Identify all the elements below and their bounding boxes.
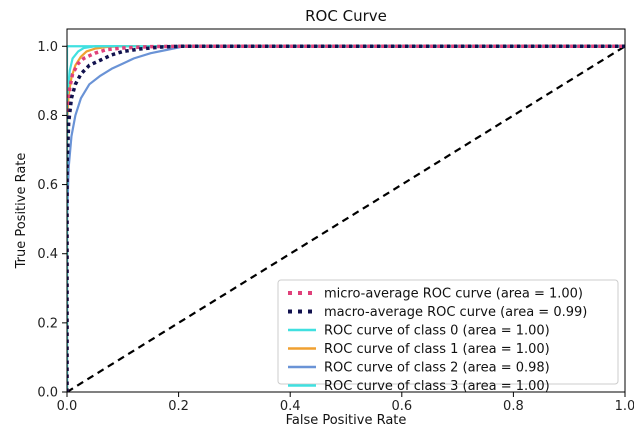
y-axis: 0.0 0.2 0.4 0.6 0.8 1.0 — [37, 40, 67, 401]
y-tick-label: 0.2 — [37, 316, 58, 331]
x-tick-label: 0.2 — [168, 399, 189, 414]
legend-label-0: micro-average ROC curve (area = 1.00) — [324, 287, 583, 302]
legend-label-3: ROC curve of class 1 (area = 1.00) — [324, 342, 550, 357]
y-tick-label: 1.0 — [37, 40, 58, 55]
y-tick-label: 0.8 — [37, 109, 58, 124]
legend-label-4: ROC curve of class 2 (area = 0.98) — [324, 361, 550, 376]
legend-label-1: macro-average ROC curve (area = 0.99) — [324, 305, 587, 320]
x-tick-label: 0.0 — [57, 399, 78, 414]
chance-reference-line — [67, 45, 625, 392]
x-tick-label: 1.0 — [615, 399, 634, 414]
y-tick-label: 0.6 — [37, 178, 58, 193]
x-tick-label: 0.6 — [391, 399, 412, 414]
chart-title: ROC Curve — [305, 7, 387, 25]
roc-series-line-4 — [67, 45, 625, 392]
plot-frame — [66, 28, 626, 393]
roc-series-line-1 — [67, 44, 625, 392]
x-axis-title: False Positive Rate — [286, 413, 407, 428]
legend: micro-average ROC curve (area = 1.00) mac… — [277, 279, 619, 394]
y-tick-label: 0.4 — [37, 247, 58, 262]
legend-label-2: ROC curve of class 0 (area = 1.00) — [324, 324, 550, 339]
legend-box — [277, 279, 619, 385]
y-tick-label: 0.0 — [37, 386, 58, 401]
x-tick-label: 0.4 — [280, 399, 301, 414]
legend-label-5: ROC curve of class 3 (area = 1.00) — [324, 379, 550, 394]
x-tick-label: 0.8 — [503, 399, 524, 414]
roc-series-line-0 — [67, 44, 625, 392]
x-axis: 0.0 0.2 0.4 0.6 0.8 1.0 — [57, 392, 634, 414]
y-axis-title: True Positive Rate — [14, 153, 29, 270]
